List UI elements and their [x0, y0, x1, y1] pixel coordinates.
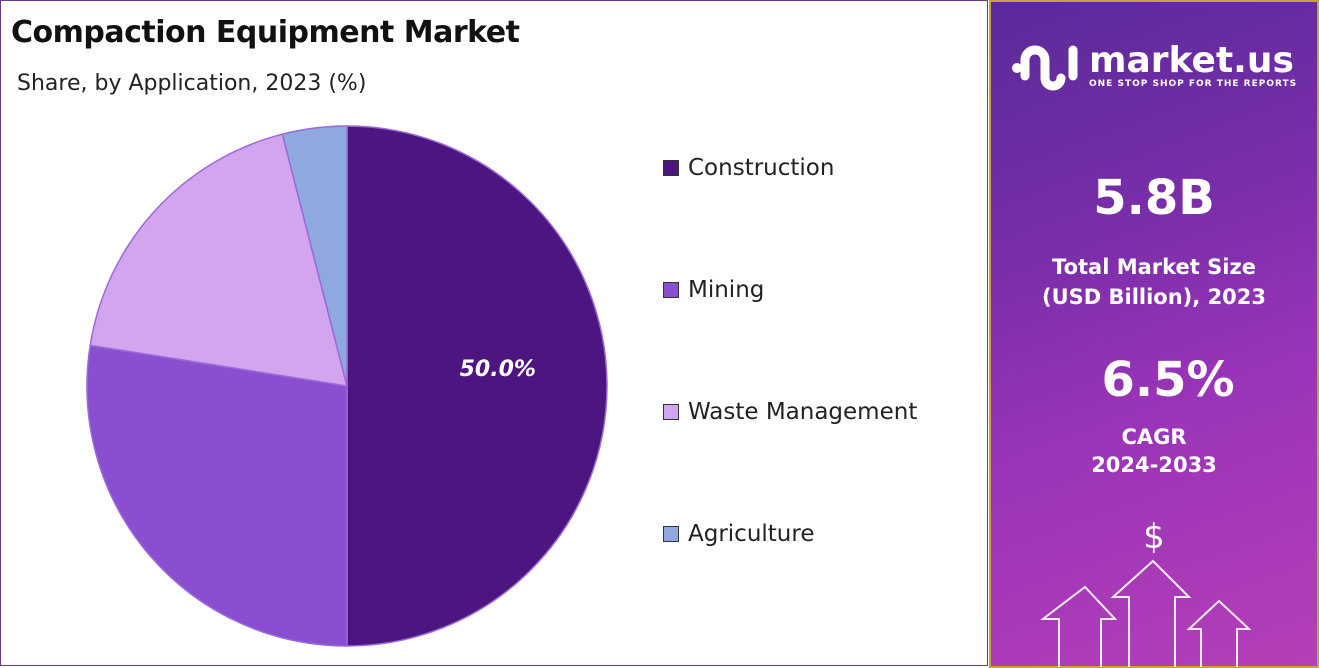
dollar-icon: $	[1143, 517, 1165, 557]
legend-item: Agriculture	[663, 521, 815, 547]
market-size-label-1: Total Market Size	[1052, 255, 1256, 279]
chart-panel: Compaction Equipment Market Share, by Ap…	[0, 0, 988, 666]
legend-swatch	[663, 404, 679, 420]
logo-icon	[1012, 45, 1078, 91]
legend-label: Waste Management	[688, 399, 918, 425]
pie-slice-agriculture	[281, 125, 348, 387]
market-us-logo: market.us ONE STOP SHOP FOR THE REPORTS	[1011, 38, 1297, 94]
data-label: 50.0%	[460, 357, 536, 382]
legend-label: Agriculture	[688, 521, 815, 547]
cagr-label-2: 2024-2033	[1091, 453, 1217, 477]
legend-item: Waste Management	[663, 399, 917, 425]
pie-slice-construction	[346, 125, 608, 647]
market-size-value: 5.8B	[1093, 170, 1215, 226]
pie-chart: 50.0%	[86, 125, 608, 647]
summary-panel: market.us ONE STOP SHOP FOR THE REPORTS …	[989, 0, 1319, 668]
pie-slice-mining	[86, 344, 348, 647]
legend-swatch	[663, 282, 679, 298]
legend-item: Construction	[663, 155, 834, 181]
cagr-value: 6.5%	[1101, 352, 1235, 408]
legend-item: Mining	[663, 277, 764, 303]
cagr-label-1: CAGR	[1121, 425, 1187, 449]
chart-title: Compaction Equipment Market	[11, 15, 520, 50]
pie-slice-waste-management	[89, 133, 349, 387]
chart-subtitle: Share, by Application, 2023 (%)	[17, 71, 367, 96]
logo-tagline: ONE STOP SHOP FOR THE REPORTS	[1089, 79, 1298, 89]
legend-swatch	[663, 526, 679, 542]
legend-swatch	[663, 160, 679, 176]
market-size-label-2: (USD Billion), 2023	[1041, 285, 1267, 309]
growth-arrows-icon	[1040, 559, 1252, 667]
legend-label: Mining	[688, 277, 765, 303]
logo-name: market.us	[1089, 40, 1294, 81]
legend-label: Construction	[688, 155, 835, 181]
